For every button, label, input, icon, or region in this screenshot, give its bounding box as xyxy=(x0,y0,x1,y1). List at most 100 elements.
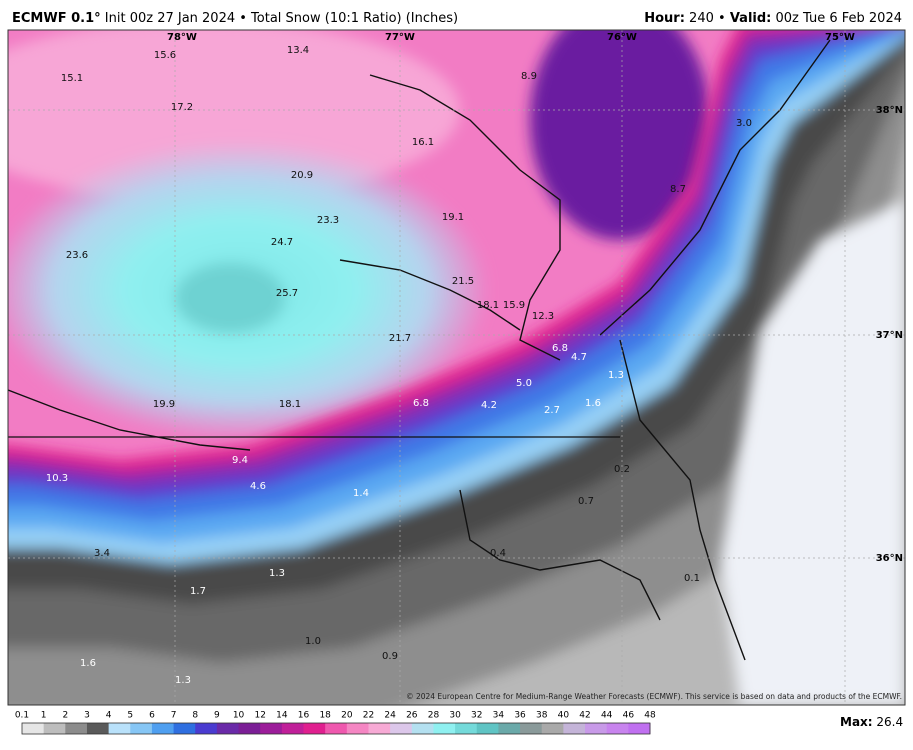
colorbar-swatch xyxy=(520,723,543,734)
borders xyxy=(8,39,831,661)
colorbar-swatch xyxy=(433,723,456,734)
point-value: 0.4 xyxy=(490,548,506,559)
point-value: 3.4 xyxy=(94,548,110,559)
point-value: 18.1 xyxy=(279,399,301,410)
colorbar-swatch xyxy=(151,723,175,734)
copyright: © 2024 European Centre for Medium-Range … xyxy=(406,692,902,701)
coastline xyxy=(8,389,251,451)
colorbar-label: 46 xyxy=(623,711,635,721)
point-value: 12.3 xyxy=(532,311,554,322)
colorbar-label: 34 xyxy=(493,711,505,721)
description: Init 00z 27 Jan 2024 • Total Snow (10:1 … xyxy=(105,11,458,26)
colorbar-swatch xyxy=(563,723,586,734)
colorbar-label: 30 xyxy=(449,711,461,721)
point-value: 15.1 xyxy=(61,73,83,84)
latitude-label: 37°N xyxy=(876,330,903,341)
colorbar-swatch xyxy=(22,723,45,734)
map-labels: 78°W 77°W 76°W 75°W 38°N 37°N 36°N 15.6 13.4 15.1… xyxy=(46,32,903,686)
colorbar-swatch xyxy=(43,723,66,734)
colorbar-swatch xyxy=(216,723,240,734)
point-value: 0.2 xyxy=(614,464,630,475)
shade xyxy=(530,30,710,240)
header-right: Hour: 240 • Valid: 00z Tue 6 Feb 2024 xyxy=(644,11,902,26)
ocean xyxy=(720,200,905,705)
point-value: 19.1 xyxy=(442,212,464,223)
point-value: 23.3 xyxy=(317,215,339,226)
colorbar-swatch xyxy=(281,723,305,734)
point-value: 19.9 xyxy=(153,399,175,410)
point-value: 20.9 xyxy=(291,170,313,181)
point-value: 4.2 xyxy=(481,400,497,411)
colorbar-swatch xyxy=(455,723,478,734)
coastline xyxy=(369,74,561,361)
point-value: 25.7 xyxy=(276,288,298,299)
coastline xyxy=(339,259,521,331)
colorbar-swatch xyxy=(238,723,261,734)
max-label: Max: xyxy=(840,715,873,729)
point-value: 15.9 xyxy=(503,300,525,311)
colorbar-swatch xyxy=(368,723,391,734)
colorbar-swatch xyxy=(130,723,153,734)
colorbar-label: 20 xyxy=(341,711,353,721)
point-value: 0.1 xyxy=(684,573,700,584)
point-value: 4.7 xyxy=(571,352,587,363)
hour: 240 xyxy=(689,11,714,26)
max-display: Max: 26.4 xyxy=(840,715,903,729)
colorbar-label: 3 xyxy=(84,711,90,721)
colorbar-swatch xyxy=(260,723,283,734)
point-value: 23.6 xyxy=(66,250,88,261)
colorbar-swatch xyxy=(390,723,413,734)
colorbar-swatch xyxy=(628,723,651,734)
point-value: 1.3 xyxy=(608,370,624,381)
point-value: 4.6 xyxy=(250,481,266,492)
point-value: 0.7 xyxy=(578,496,594,507)
colorbar-label: 44 xyxy=(601,711,613,721)
longitude-label: 78°W xyxy=(167,32,197,43)
colorbar-label: 8 xyxy=(192,711,198,721)
colorbar-swatch xyxy=(108,723,131,734)
point-value: 5.0 xyxy=(516,378,532,389)
point-value: 6.8 xyxy=(552,343,568,354)
colorbar-swatch xyxy=(476,723,499,734)
colorbar-label: 0.1 xyxy=(15,711,29,721)
colorbar-swatch xyxy=(411,723,434,734)
colorbar-label: 42 xyxy=(579,711,590,721)
point-value: 6.8 xyxy=(413,398,429,409)
point-value: 1.0 xyxy=(305,636,321,647)
colorbar-label: 24 xyxy=(384,711,396,721)
max-value: 26.4 xyxy=(876,715,903,729)
colorbar-label: 38 xyxy=(536,711,548,721)
point-value: 18.1 xyxy=(477,300,499,311)
colorbar-swatch xyxy=(303,723,326,734)
colorbar-label: 22 xyxy=(363,711,374,721)
colorbar-label: 10 xyxy=(233,711,245,721)
point-value: 1.3 xyxy=(175,675,191,686)
latitude-label: 36°N xyxy=(876,553,903,564)
map-frame xyxy=(7,29,906,706)
point-value: 8.7 xyxy=(670,184,686,195)
point-value: 24.7 xyxy=(271,237,293,248)
colorbar-swatch xyxy=(541,723,564,734)
longitude-label: 75°W xyxy=(825,32,855,43)
point-value: 3.0 xyxy=(736,118,752,129)
point-value: 15.6 xyxy=(154,50,176,61)
colorbar-swatch xyxy=(606,723,629,734)
colorbar-swatch xyxy=(173,723,196,734)
point-value: 1.7 xyxy=(190,586,206,597)
point-value: 0.9 xyxy=(382,651,398,662)
coastline xyxy=(619,339,746,661)
colorbar-swatch xyxy=(195,723,218,734)
header-left: ECMWF 0.1° Init 00z 27 Jan 2024 • Total … xyxy=(12,11,458,26)
colorbar-label: 26 xyxy=(406,711,418,721)
colorbar-label: 2 xyxy=(62,711,68,721)
longitude-label: 76°W xyxy=(607,32,637,43)
point-value: 8.9 xyxy=(521,71,537,82)
snow-band xyxy=(8,77,905,705)
point-value: 9.4 xyxy=(232,455,248,466)
colorbar-swatch xyxy=(498,723,521,734)
colorbar-label: 5 xyxy=(127,711,133,721)
colorbar-label: 40 xyxy=(558,711,570,721)
shade xyxy=(175,263,285,333)
colorbar-label: 12 xyxy=(254,711,265,721)
